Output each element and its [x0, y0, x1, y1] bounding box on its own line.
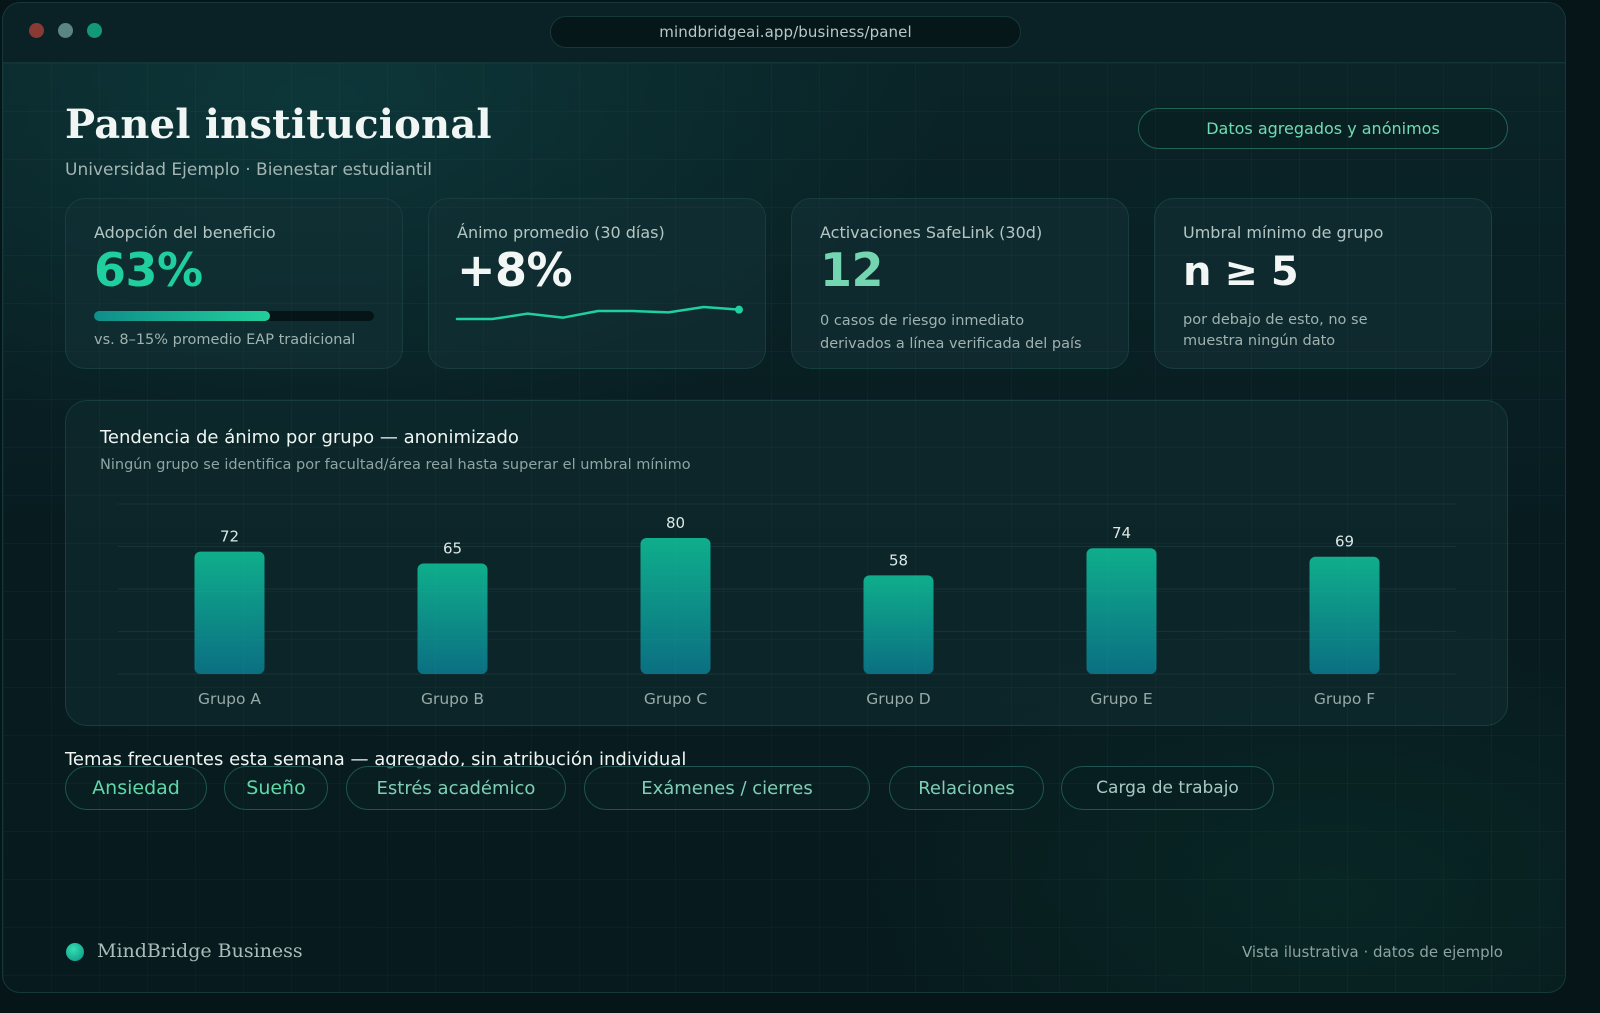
mood-bar-chart: 72 Grupo A 65 Grupo B 80 Grupo C 58 Grupo D 74 Gr…: [118, 503, 1456, 708]
threshold-label: Umbral mínimo de grupo: [1183, 223, 1384, 242]
browser-window: mindbridgeai.app/business/panel Panel in…: [2, 2, 1566, 993]
topic-chip-ansiedad[interactable]: Ansiedad: [65, 766, 207, 810]
browser-title-bar: mindbridgeai.app/business/panel: [3, 3, 1565, 63]
chart-category-label: Grupo F: [1314, 690, 1375, 708]
topic-chip-examenes[interactable]: Exámenes / cierres: [584, 766, 870, 810]
chart-bar: [1086, 548, 1157, 674]
adoption-label: Adopción del beneficio: [94, 223, 276, 242]
chart-data-label: 58: [889, 551, 908, 569]
safelink-card: Activaciones SafeLink (30d) 12 0 casos d…: [791, 198, 1129, 369]
threshold-value: n ≥ 5: [1183, 249, 1299, 295]
threshold-note-line1: por debajo de esto, no se: [1183, 312, 1368, 328]
adoption-progress-fill: [94, 311, 271, 321]
adoption-note: vs. 8–15% promedio EAP tradicional: [94, 332, 356, 348]
chart-title: Tendencia de ánimo por grupo — anonimiza…: [100, 427, 519, 448]
safelink-label: Activaciones SafeLink (30d): [820, 223, 1043, 242]
threshold-note-line2: muestra ningún dato: [1183, 333, 1336, 349]
mood-value: +8%: [457, 243, 573, 297]
adoption-value: 63%: [94, 243, 203, 297]
topics-heading: Temas frecuentes esta semana — agregado,…: [65, 749, 687, 770]
safelink-note-line1: 0 casos de riesgo inmediato: [820, 313, 1025, 329]
mood-sparkline: [455, 305, 743, 321]
chart-category-label: Grupo B: [421, 690, 484, 708]
threshold-card: Umbral mínimo de grupo n ≥ 5 por debajo …: [1154, 198, 1492, 369]
mood-chart-panel: Tendencia de ánimo por grupo — anonimiza…: [65, 400, 1508, 726]
chart-data-label: 65: [443, 540, 462, 558]
chart-category-label: Grupo E: [1090, 690, 1152, 708]
chart-bar: [417, 563, 488, 674]
safelink-value: 12: [820, 243, 884, 297]
chart-bar: [194, 551, 265, 674]
chart-category-label: Grupo D: [866, 690, 930, 708]
page-subtitle: Universidad Ejemplo · Bienestar estudian…: [65, 160, 433, 180]
topic-chip-relaciones[interactable]: Relaciones: [889, 766, 1044, 810]
topic-chip-carga-de-trabajo[interactable]: Carga de trabajo: [1061, 766, 1274, 810]
adoption-progress-bar: [94, 311, 374, 321]
chart-bar: [1309, 556, 1380, 674]
chart-subtitle: Ningún grupo se identifica por facultad/…: [100, 457, 691, 473]
sparkline-point: [735, 305, 743, 314]
mood-card: Ánimo promedio (30 días) +8%: [428, 198, 766, 369]
brand-logo-icon: [66, 943, 84, 961]
close-window-button[interactable]: [29, 23, 44, 38]
safelink-note-line2: derivados a línea verificada del país: [820, 336, 1082, 352]
page-title: Panel institucional: [65, 101, 492, 148]
privacy-badge: Datos agregados y anónimos: [1138, 108, 1508, 149]
chart-bar: [863, 575, 934, 674]
address-bar[interactable]: mindbridgeai.app/business/panel: [550, 16, 1021, 48]
chart-data-label: 80: [666, 514, 685, 532]
adoption-card: Adopción del beneficio 63% vs. 8–15% pro…: [65, 198, 403, 369]
chart-data-label: 72: [220, 528, 239, 546]
topic-chip-sueno[interactable]: Sueño: [224, 766, 328, 810]
chart-category-label: Grupo C: [644, 690, 707, 708]
chart-data-label: 69: [1335, 533, 1354, 551]
mood-label: Ánimo promedio (30 días): [457, 223, 665, 242]
minimize-window-button[interactable]: [58, 23, 73, 38]
topic-chip-estres-academico[interactable]: Estrés académico: [346, 766, 566, 810]
footer-note: Vista ilustrativa · datos de ejemplo: [1241, 943, 1503, 961]
brand-name: MindBridge Business: [97, 940, 303, 962]
maximize-window-button[interactable]: [87, 23, 102, 38]
chart-data-label: 74: [1112, 524, 1131, 542]
chart-bar: [640, 538, 711, 674]
sparkline-series: [455, 305, 741, 321]
chart-category-label: Grupo A: [198, 690, 261, 708]
